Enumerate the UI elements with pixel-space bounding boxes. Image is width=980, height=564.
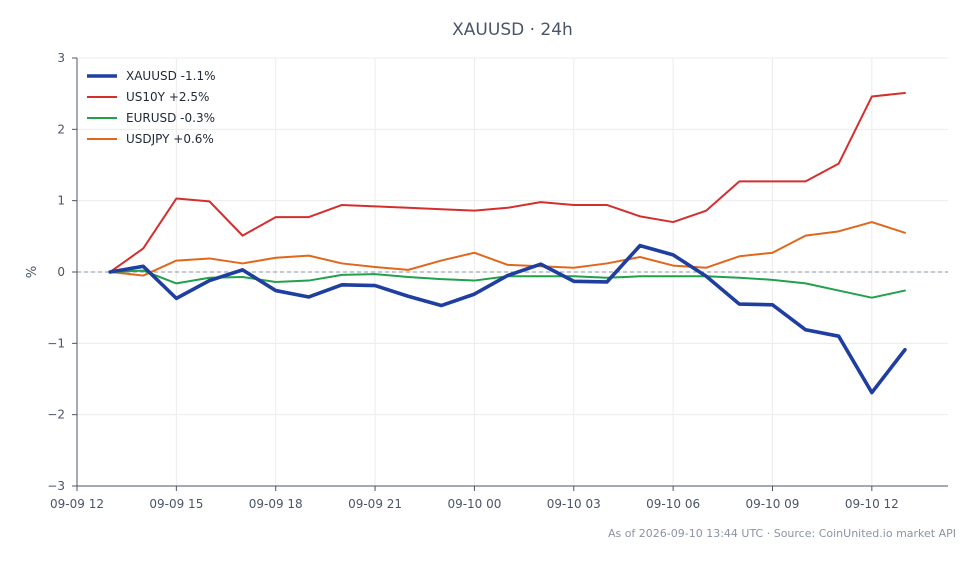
x-tick-label: 09-10 00 (447, 497, 501, 511)
y-tick-label: 2 (57, 122, 65, 136)
series-line-2 (109, 91, 906, 273)
source-footnote: As of 2026-09-10 13:44 UTC · Source: Coi… (607, 527, 956, 540)
x-tick-label: 09-10 03 (547, 497, 601, 511)
x-tick-label: 09-09 21 (348, 497, 402, 511)
series-line-1 (108, 243, 907, 395)
x-tick-label: 09-09 18 (249, 497, 303, 511)
legend-label: XAUUSD -1.1% (126, 69, 215, 83)
y-tick-label: 1 (57, 194, 65, 208)
x-tick-label: 09-10 09 (745, 497, 799, 511)
y-tick-label: 0 (57, 265, 65, 279)
series-lines (108, 91, 907, 395)
x-axis-ticks: 09-09 12 09-09 15 09-09 18 09-09 21 09-10 00… (50, 486, 899, 511)
y-axis-label: % (25, 266, 40, 278)
y-tick-label: −1 (47, 336, 65, 350)
y-tick-label: 3 (57, 51, 65, 65)
x-tick-label: 09-09 15 (149, 497, 203, 511)
series-line-4 (109, 221, 906, 277)
legend-label: US10Y +2.5% (126, 90, 209, 104)
legend-label: EURUSD -0.3% (126, 111, 215, 125)
x-tick-label: 09-10 12 (845, 497, 899, 511)
chart-title: XAUUSD · 24h (452, 20, 573, 40)
x-tick-label: 09-10 06 (646, 497, 700, 511)
y-axis-ticks: −3 −2 −1 0 1 2 3 (47, 51, 77, 493)
x-tick-label: 09-09 12 (50, 497, 104, 511)
legend: XAUUSD -1.1% US10Y +2.5% EURUSD -0.3% USDJP… (87, 69, 215, 146)
y-tick-label: −3 (47, 479, 65, 493)
y-tick-label: −2 (47, 408, 65, 422)
legend-label: USDJPY +0.6% (126, 132, 214, 146)
